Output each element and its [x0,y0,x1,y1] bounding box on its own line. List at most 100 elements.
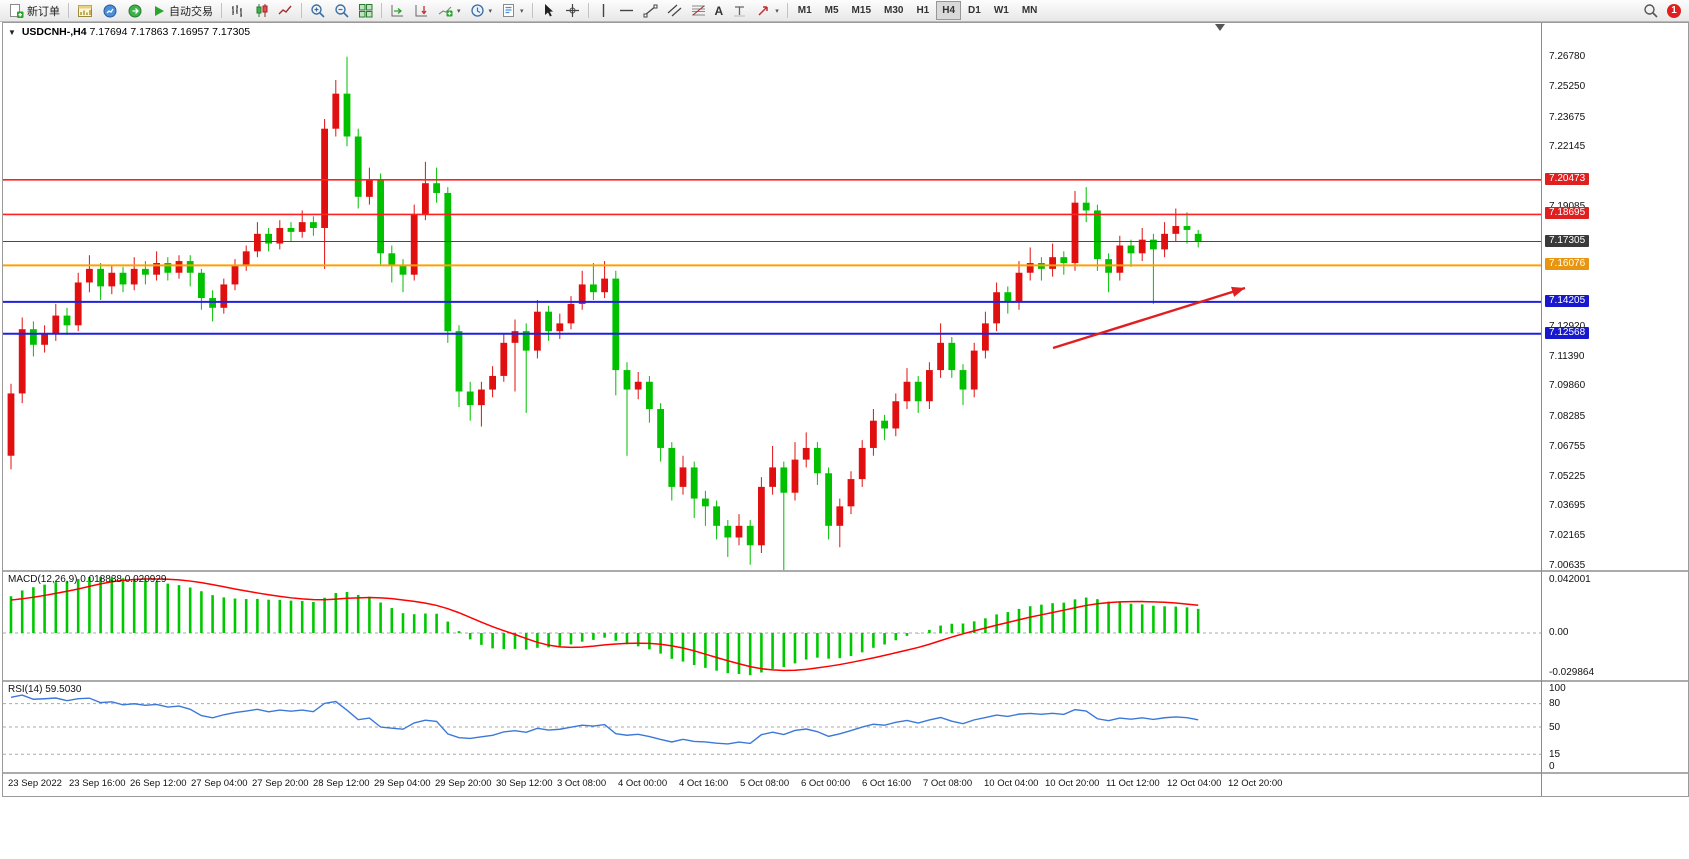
time-axis-label: 7 Oct 08:00 [923,778,973,789]
label-icon [734,6,746,17]
timeframe-m1-button[interactable]: M1 [792,1,818,20]
time-axis-label: 27 Sep 20:00 [252,778,309,789]
bar-chart-button[interactable] [226,1,249,20]
rsi-axis: 100 80 50 15 0 [1542,682,1688,772]
auto-scroll-button[interactable] [386,1,409,20]
channel-button[interactable] [663,1,686,20]
auto-trading-button[interactable]: 自动交易 [148,1,217,20]
price-axis-label: 7.02165 [1549,530,1586,542]
crosshair-button[interactable] [561,1,584,20]
indicators-button[interactable]: ▾ [434,1,465,20]
shapes-button[interactable]: ▾ [752,1,783,20]
pane-separator[interactable] [3,570,1688,572]
rsi-pane[interactable]: RSI(14) 59.5030 [3,682,1541,772]
candlestick-chart[interactable] [3,23,1541,570]
search-button[interactable] [1639,1,1662,20]
rsi-chart [3,694,1541,755]
trendline-button[interactable] [639,1,662,20]
timeframe-w1-button[interactable]: W1 [988,1,1015,20]
horizontal-line-icon [619,9,633,12]
time-axis[interactable]: 23 Sep 2022 23 Sep 16:00 26 Sep 12:00 27 Se… [3,774,1688,795]
macd-axis-max: 0.042001 [1549,574,1591,585]
macd-pane[interactable]: MACD(12,26,9) 0.018838 0.020929 [3,572,1541,680]
candlestick-button[interactable] [250,1,273,20]
templates-button[interactable]: ▾ [497,1,528,20]
new-order-icon [10,3,24,18]
time-axis-label: 23 Sep 2022 [8,778,62,789]
price-axis-label: 7.12920 [1549,321,1585,332]
timeframe-m15-button[interactable]: M15 [846,1,877,20]
channel-icon [667,4,681,17]
price-tag: 7.17305 [1545,234,1590,247]
timeframe-m5-button[interactable]: M5 [819,1,845,20]
zoom-in-button[interactable] [306,1,329,20]
charts-button[interactable] [73,1,97,20]
tile-windows-button[interactable] [354,1,377,20]
rsi-axis-label: 50 [1549,721,1561,733]
notification-badge[interactable]: 1 [1667,3,1681,18]
macd-axis-zero: 0.00 [1549,627,1569,638]
zoom-out-button[interactable] [330,1,353,20]
label-tool-button[interactable] [728,1,751,20]
navigator-button[interactable] [123,1,147,20]
fibonacci-button[interactable] [687,1,710,20]
toolbar: 新订单 自动交易 ▾ ▾ ▾ A ▾ [0,0,1689,22]
time-axis-label: 6 Oct 16:00 [862,778,912,789]
chevron-down-icon: ▾ [488,7,493,15]
price-axis-label: 7.22145 [1549,141,1586,153]
timeframe-mn-button[interactable]: MN [1016,1,1044,20]
price-tag: 7.16076 [1545,258,1590,271]
bar-chart-icon [232,5,242,17]
rsi-axis-label: 0 [1549,760,1555,772]
time-axis-label: 23 Sep 16:00 [69,778,126,789]
text-tool-button[interactable]: A [711,1,728,20]
line-chart-button[interactable] [274,1,297,20]
time-axis-label: 27 Sep 04:00 [191,778,248,789]
price-tag: 7.14205 [1545,294,1590,307]
arrow-shape-icon [758,6,768,16]
macd-axis: 0.042001 0.00 -0.029864 [1542,572,1688,680]
new-order-button[interactable]: 新订单 [4,1,64,20]
time-axis-label: 4 Oct 00:00 [618,778,668,789]
timeframe-m30-button[interactable]: M30 [878,1,909,20]
vertical-line-icon [602,4,604,17]
candlestick-icon [256,4,268,17]
periods-button[interactable]: ▾ [466,1,497,20]
price-axis-label: 7.26780 [1549,51,1586,63]
pane-separator[interactable] [3,772,1688,774]
chevron-down-icon: ▾ [775,7,779,15]
price-tag: 7.12568 [1545,326,1590,339]
time-axis-label: 30 Sep 12:00 [496,778,553,789]
time-axis-label: 29 Sep 20:00 [435,778,492,789]
horizontal-line-button[interactable] [615,1,638,20]
text-tool-icon: A [714,3,724,18]
market-watch-button[interactable] [98,1,122,20]
price-chart-pane[interactable]: ▼ USDCNH-,H4 7.17694 7.17863 7.16957 7.1… [3,23,1541,570]
price-axis-label: 7.25250 [1549,80,1586,92]
cursor-button[interactable] [537,1,560,20]
price-axis-label: 7.23675 [1549,111,1586,123]
timeframe-h4-button[interactable]: H4 [936,1,962,20]
price-axis-label: 7.09860 [1549,380,1586,392]
collapse-triangle-icon[interactable]: ▼ [8,28,16,37]
price-axis-label: 7.06755 [1549,440,1586,452]
price-axis-label: 7.19085 [1549,200,1586,212]
time-axis-label: 29 Sep 04:00 [374,778,431,789]
timeframe-d1-button[interactable]: D1 [962,1,987,20]
pane-separator[interactable] [3,680,1688,682]
macd-axis-min: -0.029864 [1549,667,1595,678]
price-axis-label: 7.08285 [1549,411,1586,423]
timeframe-h1-button[interactable]: H1 [910,1,935,20]
auto-trading-icon [155,5,164,16]
zoom-out-icon [335,4,349,18]
fibonacci-icon [691,5,705,16]
chart-shift-button[interactable] [410,1,433,20]
rsi-axis-label: 15 [1549,748,1561,760]
market-watch-icon [103,4,117,17]
chart-window: ▼ USDCNH-,H4 7.17694 7.17863 7.16957 7.1… [2,22,1689,797]
toolbar-separator [301,3,302,18]
navigator-icon [128,4,142,17]
vertical-line-button[interactable] [593,1,614,20]
price-axis[interactable]: 7.26780 7.25250 7.23675 7.22145 7.19085 7.129… [1542,23,1688,571]
